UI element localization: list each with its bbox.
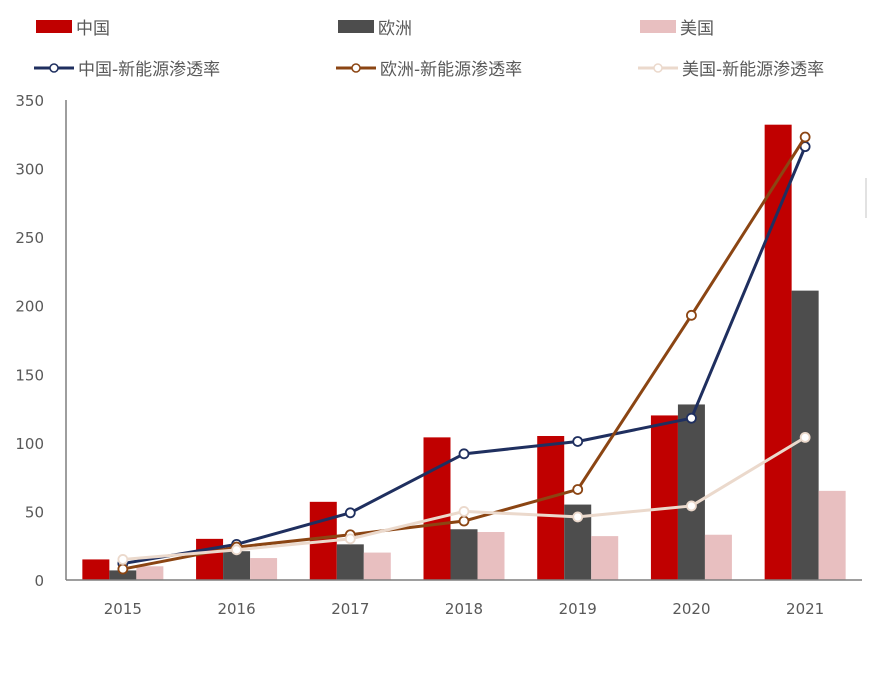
bar (450, 529, 478, 580)
legend-label: 欧洲-新能源渗透率 (380, 60, 523, 80)
legend-item-europe-penetration: 欧洲-新能源渗透率 (336, 55, 522, 80)
bar (818, 490, 846, 580)
line-marker (572, 511, 584, 523)
line-marker (231, 544, 242, 556)
line-marker (458, 506, 470, 517)
line-marker (458, 515, 470, 527)
legend-item-china: 中国 (36, 14, 110, 39)
bar (196, 538, 224, 580)
legend-item-usa-penetration: 美国-新能源渗透率 (638, 55, 824, 80)
line-marker (572, 436, 584, 447)
line-marker (344, 533, 356, 545)
y-tick-label: 300 (15, 161, 44, 179)
x-axis: 2015 2016 2017 2018 2019 2020 2021 (66, 579, 862, 618)
legend-item-europe: 欧洲 (338, 14, 412, 39)
line-marker-icon (34, 62, 74, 73)
bar (336, 544, 364, 580)
legend-label: 中国 (76, 19, 110, 39)
line-marker (458, 448, 470, 460)
line-marker (686, 412, 697, 424)
line-marker (686, 309, 697, 321)
bar (136, 566, 164, 580)
line-marker (686, 500, 697, 512)
bar (677, 404, 705, 580)
line-marker (799, 131, 811, 143)
legend-label: 美国-新能源渗透率 (682, 60, 825, 80)
line-marker-icon (638, 62, 678, 73)
bar (109, 570, 137, 580)
legend-label: 中国-新能源渗透率 (78, 60, 221, 80)
legend-swatch-china (36, 20, 72, 33)
bar (363, 552, 391, 580)
line-marker (344, 507, 356, 519)
y-tick-label: 100 (15, 435, 44, 453)
line-marker (799, 431, 811, 443)
bar-series (82, 124, 846, 580)
bar (82, 559, 110, 580)
legend-label: 美国 (680, 19, 714, 39)
bar (223, 551, 251, 580)
line-marker-icon (336, 62, 376, 73)
legend-item-china-penetration: 中国-新能源渗透率 (34, 55, 220, 80)
line-marker (117, 563, 129, 575)
bar (704, 534, 732, 580)
bar (423, 437, 451, 580)
bar (250, 558, 278, 580)
y-tick-label: 200 (15, 298, 44, 316)
y-axis: 0 50 100 150 200 250 300 350 (15, 92, 67, 590)
line-series (117, 131, 811, 575)
legend-swatch-usa (640, 20, 676, 33)
bar (650, 415, 678, 580)
legend-label: 欧洲 (378, 19, 412, 39)
x-tick-label: 2021 (786, 600, 824, 618)
line-marker (572, 484, 584, 495)
x-tick-label: 2016 (217, 600, 255, 618)
x-tick-label: 2018 (445, 600, 483, 618)
bar (591, 536, 619, 580)
legend-item-usa: 美国 (640, 14, 714, 39)
x-tick-label: 2017 (331, 600, 369, 618)
chart-legend: 中国 欧洲 美国 中国-新能源渗透率 欧洲-新能源渗透率 美国-新能源渗透率 (0, 0, 878, 90)
bar (764, 124, 792, 580)
y-tick-label: 250 (15, 229, 44, 247)
y-tick-label: 150 (15, 366, 44, 384)
bar (537, 436, 565, 580)
line-marker (117, 554, 129, 565)
bar (477, 532, 505, 580)
y-tick-label: 350 (15, 92, 44, 110)
x-tick-label: 2015 (104, 600, 142, 618)
y-tick-label: 50 (25, 503, 44, 521)
x-tick-label: 2020 (672, 600, 710, 618)
x-tick-label: 2019 (559, 600, 597, 618)
y-tick-label: 0 (34, 572, 44, 590)
legend-swatch-europe (338, 20, 374, 33)
